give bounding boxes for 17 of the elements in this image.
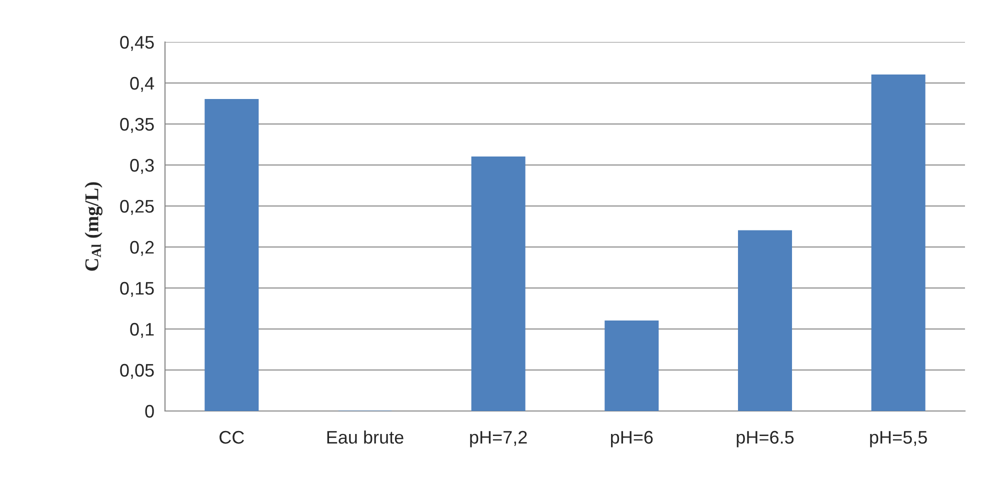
y-tick-label: 0,25 <box>120 200 154 215</box>
x-tick-label: pH=6.5 <box>736 430 794 448</box>
y-axis-title: C$_{Al}$ (mg/L) <box>84 182 102 271</box>
y-tick-label: 0,05 <box>120 364 154 379</box>
x-tick-label: pH=6 <box>611 430 653 448</box>
x-tick-label: pH=7,2 <box>470 430 527 448</box>
y-tick-label: 0 <box>145 404 154 418</box>
x-tick-label: CC <box>220 430 244 444</box>
y-tick-label: 0,15 <box>120 282 154 297</box>
y-tick-label: 0,1 <box>130 322 154 338</box>
x-tick-label: pH=5,5 <box>870 431 927 448</box>
x-tick-label: Eau brute <box>327 430 404 444</box>
y-tick-label: 0,2 <box>130 240 154 256</box>
y-tick-label: 0,4 <box>130 76 154 92</box>
y-tick-label: 0,45 <box>120 36 154 51</box>
y-tick-label: 0,3 <box>130 158 154 174</box>
y-tick-label: 0,35 <box>120 118 154 133</box>
